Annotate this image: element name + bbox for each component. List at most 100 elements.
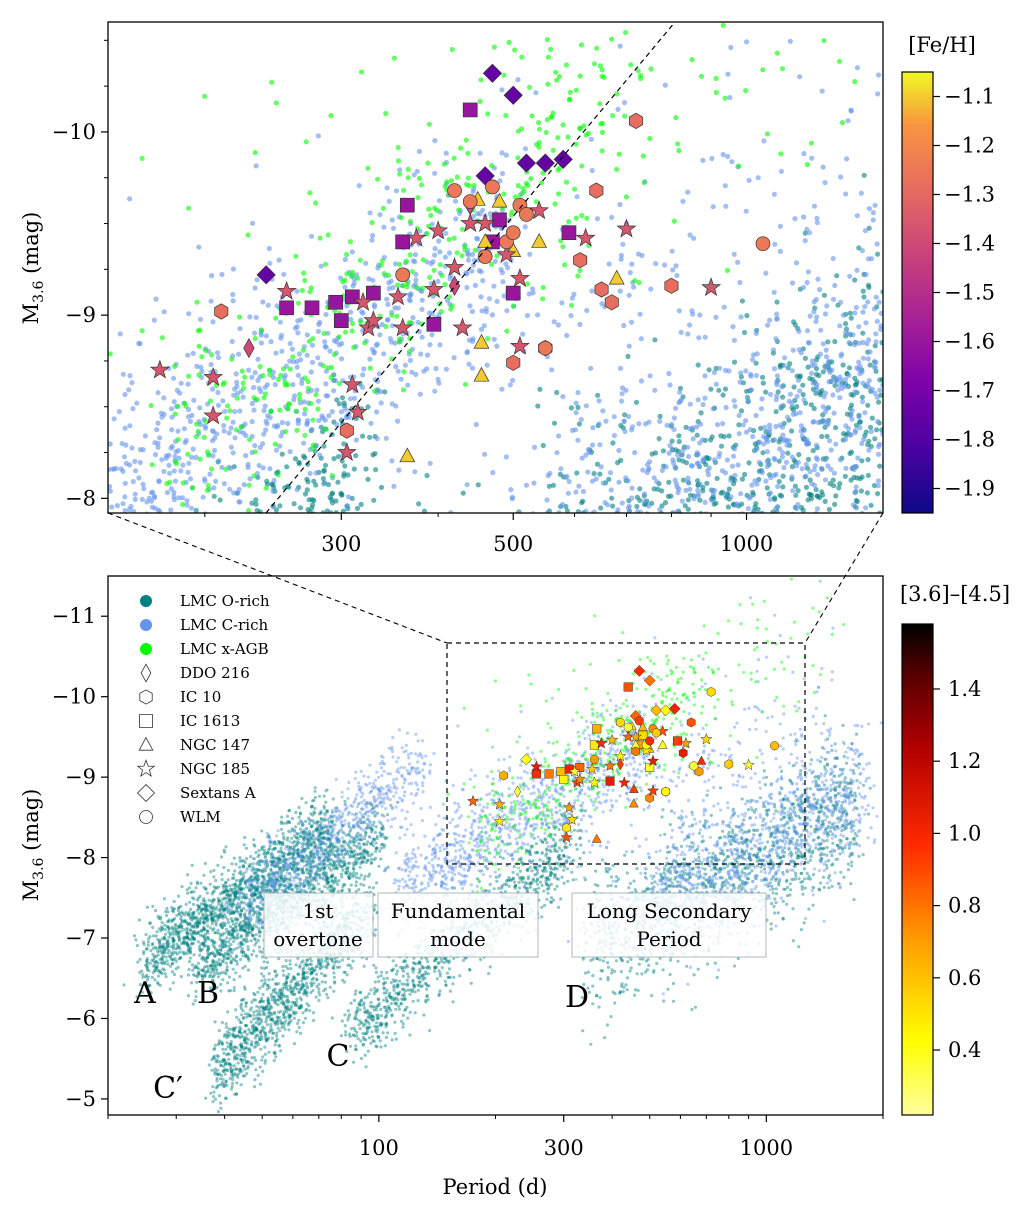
lmc-star-point: [702, 373, 708, 379]
lmc-star-point: [316, 882, 320, 886]
lmc-star-point: [214, 431, 220, 437]
lmc-star-point: [866, 378, 872, 384]
lmc-star-point: [242, 374, 248, 380]
lmc-star-point: [380, 205, 386, 211]
lmc-star-point: [220, 877, 224, 882]
lmc-star-point: [657, 418, 663, 424]
lmc-star-point: [174, 387, 180, 393]
lmc-star-point: [318, 424, 324, 430]
lmc-star-point: [850, 332, 856, 338]
lmc-star-point: [598, 505, 604, 511]
lmc-star-point: [182, 935, 186, 939]
lmc-star-point: [427, 342, 433, 348]
lmc-star-point: [210, 922, 214, 926]
lmc-star-point: [166, 925, 170, 929]
lmc-star-point: [208, 882, 212, 886]
lmc-star-point: [856, 245, 862, 251]
lmc-star-point: [122, 508, 128, 513]
lmc-star-point: [138, 957, 142, 962]
lmc-star-point: [397, 167, 403, 173]
lmc-star-point: [409, 369, 415, 375]
lmc-star-point: [731, 481, 737, 487]
lmc-star-point: [398, 376, 404, 382]
lmc-star-point: [369, 826, 373, 830]
lmc-star-point: [290, 382, 296, 388]
lmc-star-point: [489, 162, 495, 169]
lmc-star-point: [127, 423, 133, 429]
lmc-star-point: [373, 830, 377, 835]
lmc-star-point: [313, 806, 317, 811]
lmc-star-point: [705, 468, 711, 474]
lmc-star-point: [575, 404, 581, 410]
lmc-star-point: [797, 388, 803, 394]
lmc-star-point: [798, 504, 805, 511]
lmc-star-point: [202, 902, 206, 906]
lmc-star-point: [501, 72, 507, 78]
lmc-star-point: [676, 433, 682, 439]
lmc-star-point: [675, 490, 681, 496]
lmc-star-point: [478, 77, 484, 83]
lmc-star-point: [852, 382, 858, 388]
lmc-star-point: [302, 847, 306, 851]
lmc-star-point: [359, 69, 365, 75]
lmc-star-point: [278, 433, 284, 439]
lmc-star-point: [137, 341, 143, 347]
lmc-star-point: [273, 315, 279, 321]
lmc-star-point: [192, 973, 196, 977]
lmc-star-point: [295, 318, 301, 324]
lmc-star-point: [671, 426, 677, 433]
lmc-star-point: [523, 482, 530, 488]
lmc-star-point: [330, 887, 334, 891]
lmc-star-point: [308, 400, 314, 407]
lmc-star-point: [812, 362, 818, 368]
lmc-star-point: [671, 415, 678, 421]
lmc-star-point: [315, 398, 321, 404]
lmc-star-point: [618, 256, 624, 262]
lmc-star-point: [232, 409, 238, 415]
lmc-star-point: [300, 845, 305, 849]
lmc-star-point: [187, 913, 191, 917]
lmc-star-point: [231, 392, 237, 398]
lmc-star-point: [227, 940, 231, 944]
lmc-star-point: [820, 341, 826, 347]
lmc-star-point: [469, 338, 476, 344]
lmc-star-point: [572, 186, 578, 192]
lmc-star-point: [194, 421, 200, 427]
lmc-star-point: [874, 241, 880, 247]
lmc-star-point: [265, 302, 271, 308]
lmc-star-point: [793, 0, 798, 2]
lmc-star-point: [396, 339, 402, 345]
lmc-star-point: [413, 371, 419, 377]
lmc-star-point: [141, 486, 147, 492]
lmc-star-point: [736, 431, 742, 437]
lmc-star-point: [579, 455, 585, 461]
lmc-star-point: [331, 864, 335, 868]
lmc-star-point: [429, 332, 435, 338]
lmc-star-point: [295, 372, 301, 378]
lmc-star-point: [793, 260, 800, 266]
lmc-star-point: [554, 389, 560, 396]
lmc-star-point: [161, 468, 167, 475]
lmc-star-point: [294, 427, 300, 433]
lmc-star-point: [244, 937, 249, 941]
lmc-star-point: [405, 166, 411, 172]
lmc-star-point: [765, 322, 771, 328]
lmc-star-point: [340, 875, 344, 879]
lmc-star-point: [171, 399, 177, 405]
lmc-star-point: [815, 472, 821, 478]
lmc-star-point: [499, 170, 506, 177]
lmc-star-point: [834, 273, 840, 279]
lmc-star-point: [459, 226, 465, 232]
lmc-star-point: [412, 259, 418, 265]
lmc-star-point: [302, 491, 309, 497]
lmc-star-point: [678, 329, 684, 335]
lmc-star-point: [603, 418, 609, 424]
lmc-star-point: [774, 299, 780, 305]
lmc-star-point: [691, 235, 697, 241]
lmc-star-point: [317, 887, 321, 892]
lmc-star-point: [664, 422, 670, 428]
lmc-star-point: [153, 966, 158, 970]
lmc-star-point: [547, 470, 553, 476]
lmc-star-point: [154, 908, 158, 913]
lmc-star-point: [446, 250, 453, 256]
